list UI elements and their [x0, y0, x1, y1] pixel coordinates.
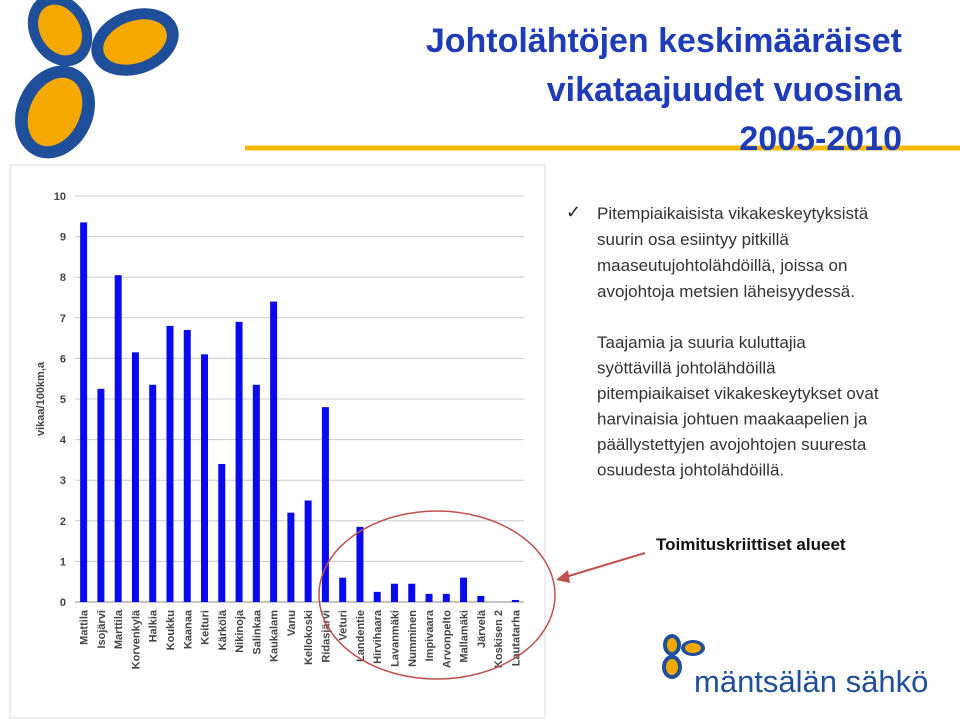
bar: [339, 577, 347, 602]
arrow: [561, 552, 646, 579]
x-tick-label: Kaukalam: [269, 610, 281, 662]
bar: [408, 583, 416, 602]
paragraph-line: pitempiaikaiset vikakeskeytykset ovat: [597, 384, 879, 403]
title-line: 2005-2010: [739, 120, 902, 158]
logo-text: mäntsälän sähkö: [694, 664, 928, 699]
x-tick-label: Veturi: [338, 610, 350, 641]
y-tick-label: 5: [60, 394, 66, 406]
x-tick-label: Marttila: [113, 609, 125, 649]
y-tick-label: 1: [60, 556, 66, 568]
bullet-line: maaseutujohtolähdöillä, joissa on: [597, 256, 847, 275]
bar: [235, 321, 243, 602]
x-tick-label: Salinkaa: [251, 609, 263, 655]
x-tick-label: Korvenkylä: [130, 609, 142, 669]
highlight-circle: [318, 510, 556, 680]
bar: [183, 329, 191, 602]
x-tick-label: Isojärvi: [96, 610, 108, 649]
x-tick-label: Mallamäki: [459, 610, 471, 663]
x-tick-label: Landentie: [355, 610, 367, 662]
x-tick-label: Halkia: [148, 609, 160, 642]
y-tick-label: 10: [54, 191, 66, 203]
arrow-head: [556, 570, 570, 583]
x-tick-label: Numminen: [407, 610, 419, 667]
x-tick-label: Kaanaa: [182, 609, 194, 649]
bar: [442, 593, 450, 602]
bar: [460, 577, 468, 602]
y-tick-label: 4: [60, 435, 67, 447]
bar: [425, 593, 433, 602]
title: Johtolähtöjen keskimääräiset vikataajuude…: [426, 22, 903, 158]
bullet-line: suurin osa esiintyy pitkillä: [597, 230, 789, 249]
bar: [114, 275, 122, 602]
bar: [287, 512, 295, 602]
bar: [304, 500, 312, 602]
x-tick-label: Nikinoja: [234, 609, 246, 653]
x-tick-label: Koskisen 2: [493, 610, 505, 668]
paragraph-line: osuudesta johtolähdöillä.: [597, 461, 784, 480]
x-tick-label: Kärkölä: [217, 609, 229, 650]
x-tick-label: Vanu: [286, 610, 298, 636]
callout: Toimituskriittiset alueet: [656, 535, 846, 554]
bar: [356, 526, 364, 602]
brand-logo: [662, 634, 705, 679]
x-tick-label: Koukku: [165, 610, 177, 650]
paragraph-line: syöttävillä johtolähdöillä: [597, 359, 776, 378]
y-tick-label: 7: [60, 313, 66, 325]
bar: [321, 407, 329, 602]
paragraph-line: Taajamia ja suuria kuluttajia: [597, 333, 806, 352]
x-tick-label: Mattila: [79, 609, 91, 645]
x-tick-label: Järvelä: [476, 609, 488, 648]
bar: [252, 384, 260, 602]
check-icon: ✓: [566, 202, 581, 222]
body-text: Pitempiaikaisista vikakeskeytyksistä suur…: [597, 204, 879, 480]
y-tick-label: 6: [60, 353, 66, 365]
x-tick-label: Impivaara: [424, 609, 436, 661]
bar: [373, 591, 381, 602]
x-tick-label: Hirvihaara: [372, 609, 384, 664]
bar: [201, 354, 209, 602]
x-tick-label: Ridasjärvi: [320, 610, 332, 663]
x-tick-label: Lavanmäki: [389, 610, 401, 667]
y-tick-label: 0: [60, 597, 66, 609]
y-tick-label: 8: [60, 272, 66, 284]
x-tick-label: Lautatarha: [510, 609, 522, 666]
bar: [166, 325, 174, 602]
y-tick-label: 3: [60, 475, 66, 487]
y-tick-label: 2: [60, 516, 66, 528]
bar: [390, 583, 398, 602]
paragraph-line: harvinaisia johtuen maakaapelien ja: [597, 410, 868, 429]
title-line: Johtolähtöjen keskimääräiset: [426, 22, 902, 60]
bar: [218, 463, 226, 602]
bar: [511, 599, 519, 602]
bullet-line: avojohtoja metsien läheisyydessä.: [597, 282, 855, 301]
bar: [270, 301, 278, 602]
bar: [477, 595, 485, 602]
paragraph-line: päällystettyjen avojohtojen suuresta: [597, 435, 867, 454]
title-line: vikataajuudet vuosina: [547, 71, 903, 109]
bar: [80, 222, 88, 602]
chart: 0 1 2 3 4 5 6 7 8 9 10 vikaa/100km,a Mattila Isojärvi…: [35, 191, 524, 669]
bar: [131, 352, 139, 602]
y-axis-label: vikaa/100km,a: [35, 361, 47, 436]
corner-logo: [15, 0, 179, 159]
bullet-line: Pitempiaikaisista vikakeskeytyksistä: [597, 204, 869, 223]
bar: [97, 388, 105, 602]
x-tick-label: Keituri: [200, 610, 212, 645]
x-tick-label: Kellokoski: [303, 610, 315, 665]
bar: [149, 384, 157, 602]
y-tick-label: 9: [60, 232, 66, 244]
x-tick-label: Arvonpelto: [441, 610, 453, 668]
